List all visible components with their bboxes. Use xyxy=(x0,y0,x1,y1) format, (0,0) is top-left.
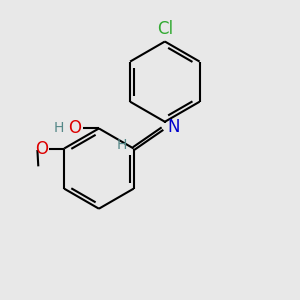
Text: O: O xyxy=(68,119,81,137)
Text: N: N xyxy=(167,118,180,136)
Text: H: H xyxy=(117,138,127,152)
Text: Cl: Cl xyxy=(157,20,173,38)
Text: O: O xyxy=(35,140,48,158)
Text: H: H xyxy=(54,121,64,135)
